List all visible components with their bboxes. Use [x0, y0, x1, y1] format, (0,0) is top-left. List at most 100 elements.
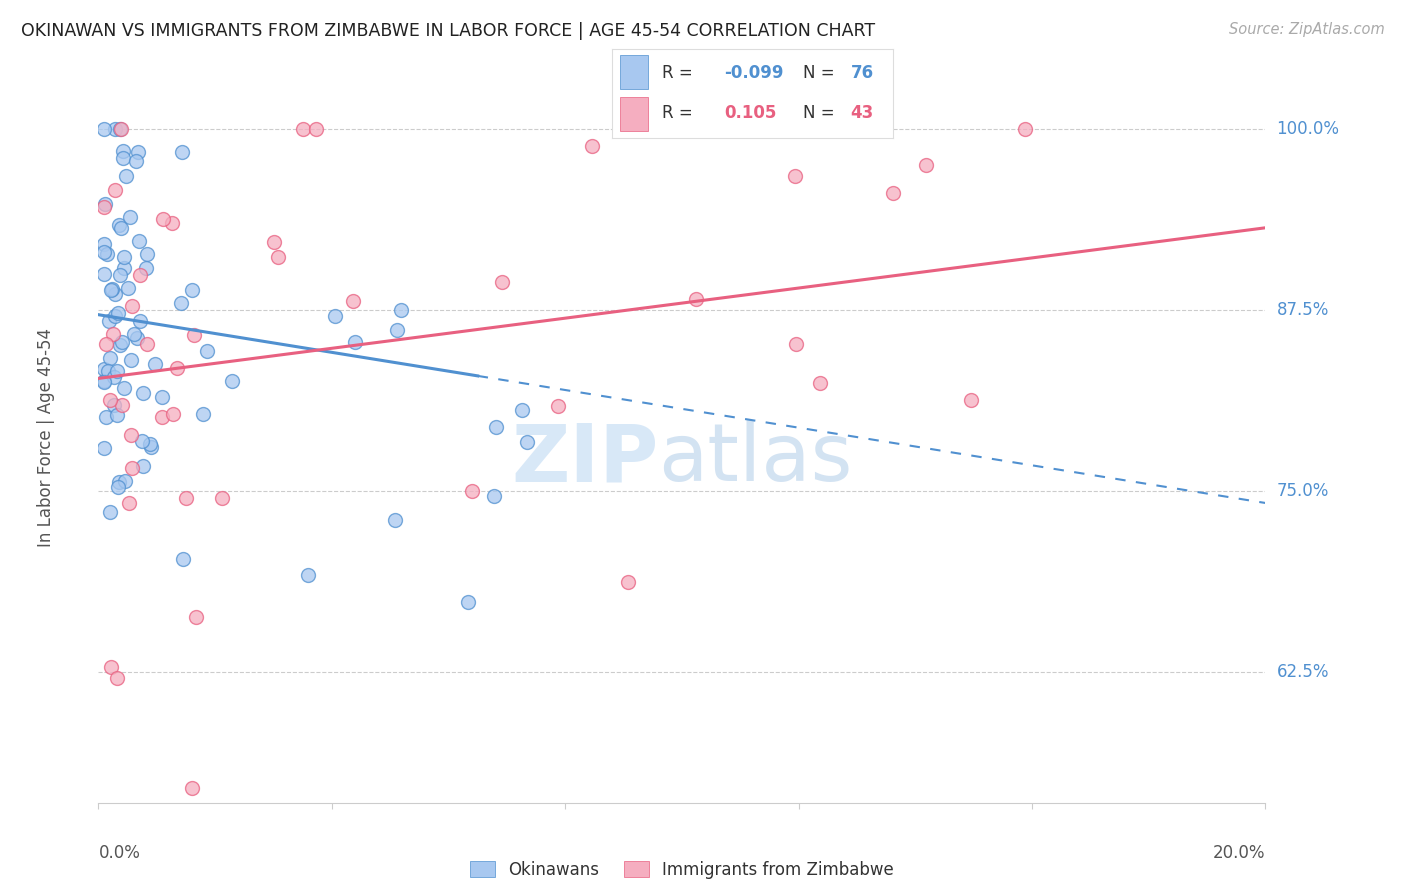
Point	[100, 283, 122, 297]
Point	[98, 393, 121, 408]
Point	[184, 610, 207, 624]
FancyBboxPatch shape	[620, 55, 648, 89]
Point	[172, 552, 194, 566]
Point	[129, 268, 152, 282]
Text: R =: R =	[662, 64, 699, 82]
Point	[97, 364, 120, 378]
Point	[114, 474, 136, 488]
Point	[145, 357, 167, 371]
Text: ZIP: ZIP	[512, 420, 658, 498]
Text: Source: ZipAtlas.com: Source: ZipAtlas.com	[1229, 22, 1385, 37]
Text: R =: R =	[662, 104, 699, 122]
Point	[110, 221, 132, 235]
Point	[129, 314, 152, 328]
Point	[104, 183, 127, 197]
Point	[783, 169, 806, 183]
Point	[181, 283, 204, 297]
Point	[138, 437, 160, 451]
Point	[127, 145, 149, 159]
Point	[105, 408, 128, 422]
Point	[122, 326, 145, 341]
Text: N =: N =	[803, 104, 839, 122]
Point	[384, 513, 406, 527]
Point	[150, 409, 173, 424]
Point	[105, 671, 128, 685]
Text: N =: N =	[803, 64, 839, 82]
Point	[132, 386, 155, 401]
Point	[120, 428, 142, 442]
Point	[121, 461, 143, 475]
Point	[195, 344, 218, 359]
Point	[93, 236, 115, 251]
Point	[136, 247, 159, 261]
Point	[94, 197, 117, 211]
Point	[292, 122, 315, 136]
Point	[172, 145, 194, 159]
Point	[181, 781, 204, 796]
Point	[915, 158, 938, 172]
Text: In Labor Force | Age 45-54: In Labor Force | Age 45-54	[37, 327, 55, 547]
Point	[581, 139, 603, 153]
Point	[141, 440, 163, 454]
Point	[93, 267, 115, 281]
Point	[211, 491, 233, 506]
Point	[305, 122, 328, 136]
Point	[103, 370, 125, 384]
Point	[162, 407, 184, 421]
Point	[104, 309, 127, 323]
Point	[785, 336, 807, 351]
Point	[342, 294, 364, 309]
Text: 100.0%: 100.0%	[1277, 120, 1340, 138]
Point	[132, 459, 155, 474]
Point	[166, 361, 188, 376]
Point	[118, 496, 141, 510]
Point	[107, 305, 129, 319]
Point	[104, 122, 127, 136]
Point	[108, 218, 131, 232]
Text: 76: 76	[851, 64, 873, 82]
Point	[105, 363, 128, 377]
FancyBboxPatch shape	[620, 97, 648, 131]
Point	[193, 407, 215, 421]
Point	[387, 323, 409, 337]
Point	[117, 281, 139, 295]
Point	[93, 122, 115, 136]
Text: 75.0%: 75.0%	[1277, 483, 1329, 500]
Point	[108, 122, 131, 136]
Point	[96, 246, 118, 260]
Point	[460, 484, 482, 499]
Point	[266, 250, 288, 264]
Text: 0.105: 0.105	[724, 104, 776, 122]
Point	[297, 568, 319, 582]
Point	[96, 410, 118, 425]
Point	[150, 390, 173, 404]
Point	[485, 420, 508, 434]
Point	[484, 489, 506, 503]
Text: 62.5%: 62.5%	[1277, 664, 1329, 681]
Point	[160, 215, 183, 229]
Point	[93, 362, 115, 376]
Point	[221, 374, 243, 388]
Point	[127, 331, 149, 345]
Point	[114, 250, 136, 264]
Point	[108, 268, 131, 283]
Point	[128, 234, 150, 248]
Point	[118, 211, 141, 225]
Text: 0.0%: 0.0%	[98, 844, 141, 862]
Point	[343, 334, 366, 349]
Point	[110, 337, 132, 351]
Point	[112, 261, 135, 276]
Point	[125, 153, 148, 168]
Point	[457, 594, 479, 608]
Point	[98, 314, 121, 328]
Point	[547, 400, 569, 414]
Point	[121, 299, 143, 313]
Point	[120, 353, 142, 368]
Point	[98, 505, 121, 519]
Text: atlas: atlas	[658, 420, 853, 498]
Point	[617, 575, 640, 590]
Point	[93, 244, 115, 259]
Point	[93, 375, 115, 389]
Point	[93, 200, 115, 214]
Legend: Okinawans, Immigrants from Zimbabwe: Okinawans, Immigrants from Zimbabwe	[470, 861, 894, 879]
